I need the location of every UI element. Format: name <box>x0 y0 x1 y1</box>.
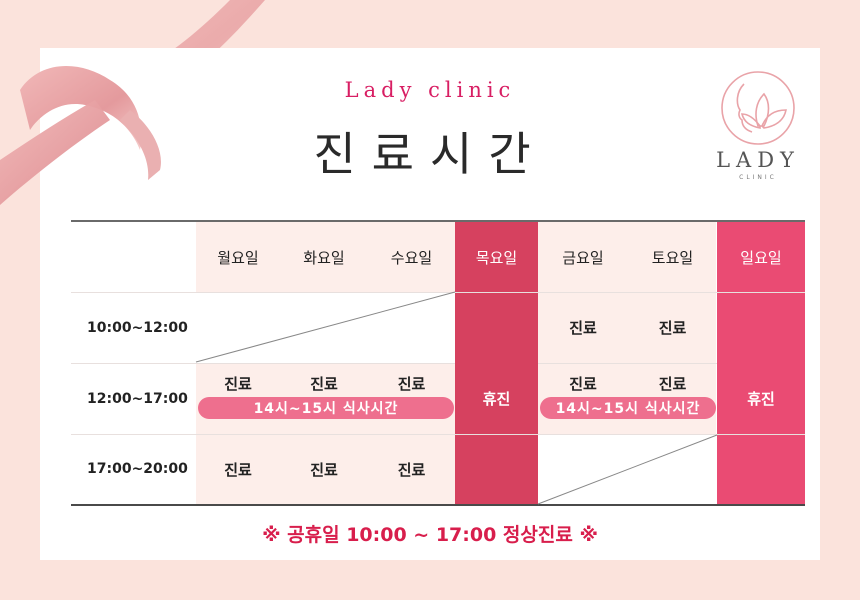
slot-fri-1: 진료 <box>569 319 597 337</box>
sunday-closed: 휴진 <box>717 363 805 434</box>
slot-fri-2: 진료 <box>569 374 597 393</box>
day-header-sun: 일요일 <box>717 222 805 292</box>
schedule-card: Lady clinic 진료시간 LADY CLINIC <box>40 48 820 560</box>
time-slot-3: 17:00~20:00 <box>87 461 188 477</box>
table-bottom-border <box>71 504 805 506</box>
logo-text: LADY <box>716 148 800 172</box>
slot-mon-3: 진료 <box>224 460 252 479</box>
holiday-notice: ※ 공휴일 10:00 ~ 17:00 정상진료 ※ <box>262 524 598 546</box>
logo-subtext: CLINIC <box>739 174 777 181</box>
schedule-table: 월요일 화요일 수요일 목요일 금요일 토요일 일요일 10:00~12:00 … <box>71 220 805 506</box>
time-slot-1: 10:00~12:00 <box>87 319 188 336</box>
row-divider <box>71 292 805 293</box>
lotus-face-logo-icon <box>721 71 795 145</box>
slot-mon-2: 진료 <box>224 374 252 393</box>
slot-sat-1: 진료 <box>658 319 687 337</box>
time-slot-2: 12:00~17:00 <box>87 390 188 407</box>
table-top-border <box>71 220 805 222</box>
clinic-subtitle: Lady clinic <box>344 78 516 102</box>
thursday-closed: 휴진 <box>455 363 538 434</box>
day-header-sat: 토요일 <box>651 248 694 267</box>
day-header-wed: 수요일 <box>390 248 433 267</box>
day-header-thu: 목요일 <box>455 222 538 292</box>
slot-sat-2: 진료 <box>658 374 687 393</box>
day-header-mon: 월요일 <box>217 248 259 267</box>
slot-tue-3: 진료 <box>310 460 338 479</box>
row-divider <box>71 434 805 435</box>
day-header-fri: 금요일 <box>562 248 604 267</box>
page-title: 진료시간 <box>313 127 547 181</box>
clinic-logo: LADY CLINIC <box>708 70 808 190</box>
slot-wed-3: 진료 <box>397 460 426 479</box>
day-header-tue: 화요일 <box>303 248 345 267</box>
lunch-break-pill: 14시~15시 식사시간 <box>540 397 716 419</box>
lunch-break-pill: 14시~15시 식사시간 <box>198 397 454 419</box>
row-divider <box>71 363 805 364</box>
slot-wed-2: 진료 <box>397 374 426 393</box>
slot-tue-2: 진료 <box>310 374 338 393</box>
diagonal-lines <box>195 291 718 505</box>
